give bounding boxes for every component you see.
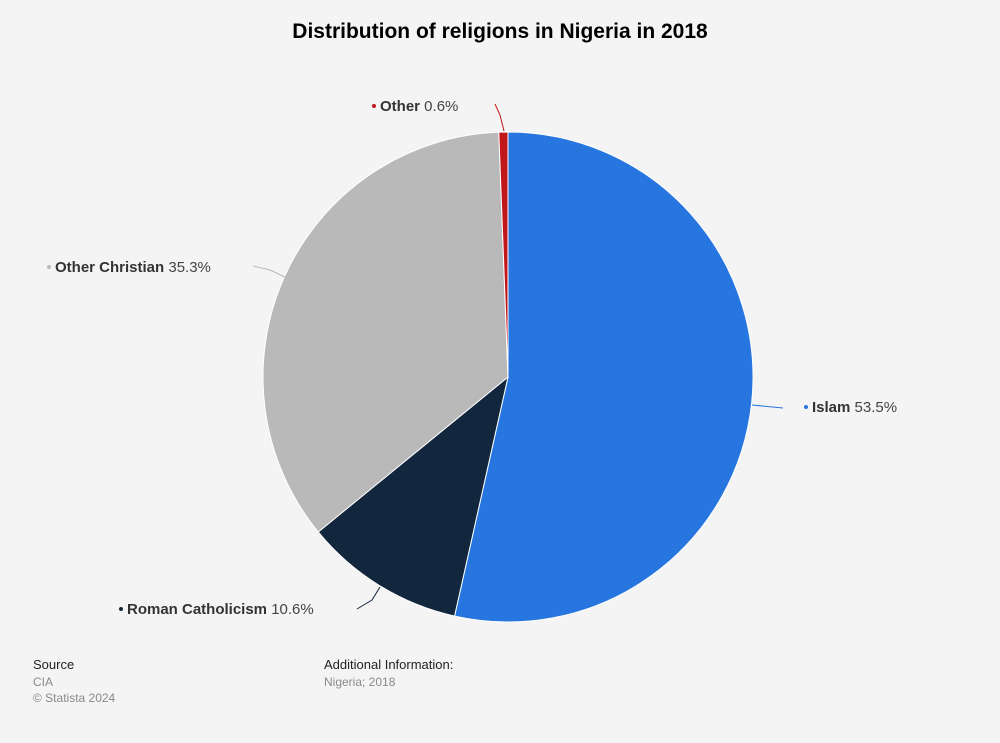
slice-label-name: Other Christian xyxy=(55,259,164,276)
legend-bullet xyxy=(119,607,123,611)
slice-label: Other 0.6% xyxy=(380,98,458,115)
slice-labels: Islam 53.5% Roman Catholicism 10.6% Other … xyxy=(47,98,897,618)
leader-line xyxy=(751,404,784,409)
pie-slice-other-christian[interactable] xyxy=(262,131,509,533)
leader-line xyxy=(252,265,288,279)
legend-bullet xyxy=(47,265,51,269)
slice-label-value: 53.5% xyxy=(850,399,897,416)
copyright-text: © Statista 2024 xyxy=(33,691,116,705)
slice-label-name: Other xyxy=(380,98,420,115)
slice-label-name: Islam xyxy=(812,399,850,416)
additional-info-heading: Additional Information: xyxy=(324,657,454,672)
leader-lines xyxy=(252,103,784,610)
source-heading: Source xyxy=(33,657,75,672)
slice-label: Islam 53.5% xyxy=(812,399,897,416)
leader-line xyxy=(494,103,505,132)
slice-label: Roman Catholicism 10.6% xyxy=(127,601,314,618)
pie-slice-other[interactable] xyxy=(498,131,509,378)
slice-label-name: Roman Catholicism xyxy=(127,601,267,618)
legend-bullet xyxy=(804,405,808,409)
slice-label-value: 35.3% xyxy=(164,259,211,276)
pie-slice-islam[interactable] xyxy=(453,131,754,623)
pie-slice-roman-catholicism[interactable] xyxy=(317,375,509,617)
slice-label: Other Christian 35.3% xyxy=(55,259,211,276)
slice-label-value: 0.6% xyxy=(420,98,458,115)
legend-bullet xyxy=(372,104,376,108)
pie-slices xyxy=(262,131,754,623)
chart-title: Distribution of religions in Nigeria in … xyxy=(292,20,708,43)
source-text[interactable]: CIA xyxy=(33,675,54,689)
leader-line xyxy=(356,586,381,610)
source-block: Source CIA © Statista 2024 xyxy=(33,657,115,706)
additional-info-block: Additional Information: Nigeria; 2018 xyxy=(324,657,453,690)
slice-label-value: 10.6% xyxy=(267,601,314,618)
additional-info-text: Nigeria; 2018 xyxy=(324,675,396,689)
